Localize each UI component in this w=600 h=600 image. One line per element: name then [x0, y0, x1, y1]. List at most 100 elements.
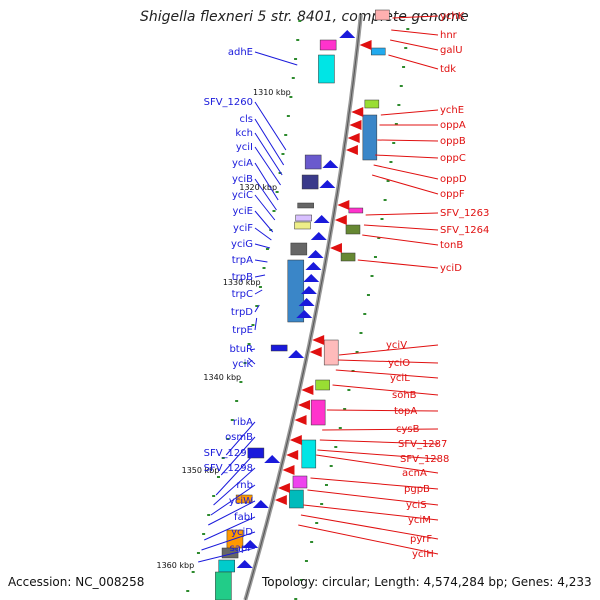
gene-arrow-forward	[339, 30, 356, 38]
gene-leader-line	[377, 139, 439, 142]
gene-label-reverse: yciD	[440, 263, 462, 274]
gene-arrow-reverse	[309, 347, 322, 357]
gene-arrow-reverse	[298, 400, 311, 410]
scale-tick	[258, 286, 262, 288]
scale-tick	[235, 400, 239, 402]
gene-label-reverse: SFV_1263	[440, 208, 489, 219]
gene-leader-line	[254, 289, 263, 295]
gene-leader-line	[248, 357, 256, 365]
gene-block-reverse	[323, 339, 339, 366]
gene-block-forward	[290, 242, 308, 256]
gene-label-reverse: galU	[440, 45, 463, 56]
gene-label-reverse: sohB	[392, 390, 417, 401]
scale-tick	[386, 180, 390, 182]
gene-block-reverse	[340, 252, 356, 262]
gene-leader-line	[326, 409, 439, 412]
gene-arrow-forward	[252, 500, 269, 508]
gene-arrow-reverse	[329, 243, 342, 253]
gene-arrow-forward	[319, 180, 336, 188]
scale-tick	[406, 28, 410, 30]
scale-tick	[370, 275, 374, 277]
gene-arrow-forward	[242, 540, 259, 548]
gene-block-reverse	[310, 399, 326, 426]
gene-arrow-reverse	[289, 435, 302, 445]
gene-arrow-reverse	[351, 107, 364, 117]
gene-arrow-forward	[310, 232, 327, 240]
gene-label-reverse: yciH	[412, 549, 434, 560]
gene-label-forward: yciG	[231, 239, 253, 250]
gene-leader-line	[335, 369, 439, 379]
gene-label-forward: adhE	[228, 47, 253, 58]
gene-arrow-forward	[305, 262, 322, 270]
scale-tick	[251, 324, 255, 326]
gene-arrow-reverse	[282, 465, 295, 475]
gene-leader-line	[254, 317, 258, 331]
scale-tick	[275, 191, 279, 193]
scale-tick	[221, 457, 225, 459]
gene-leader-line	[390, 39, 439, 51]
scale-tick	[272, 210, 276, 212]
gene-arrow-reverse	[349, 120, 362, 130]
gene-label-reverse: oppD	[440, 174, 467, 185]
gene-label-reverse: oppA	[440, 120, 466, 131]
gene-arrow-reverse	[312, 335, 325, 345]
scale-tick	[239, 381, 243, 383]
gene-leader-line	[373, 164, 439, 180]
gene-label-forward: trpE	[232, 325, 253, 336]
scale-tick	[255, 305, 259, 307]
scale-tick	[281, 153, 285, 155]
kbp-label: 1320 kbp	[239, 183, 277, 192]
gene-label-forward: yciE	[232, 206, 253, 217]
scale-tick	[324, 484, 328, 486]
gene-block-forward	[319, 39, 337, 51]
scale-tick	[291, 77, 295, 79]
gene-leader-line	[380, 109, 439, 116]
gene-label-reverse: tdk	[440, 64, 456, 75]
gene-label-reverse: tonB	[440, 240, 463, 251]
gene-label-forward: yciI	[236, 142, 253, 153]
scale-tick	[359, 332, 363, 334]
gene-leader-line	[254, 243, 271, 249]
gene-leader-line	[208, 500, 256, 526]
gene-label-forward: yciC	[232, 190, 253, 201]
gene-arrow-reverse	[337, 200, 350, 210]
gene-block-forward	[304, 154, 322, 170]
gene-label-reverse: ychK	[440, 11, 465, 22]
gene-arrow-forward	[264, 455, 281, 463]
gene-block-forward	[221, 547, 239, 559]
gene-leader-line	[220, 436, 256, 476]
gene-label-forward: SFV_1298	[204, 463, 253, 474]
gene-leader-line	[365, 212, 439, 216]
gene-label-forward: kch	[235, 128, 253, 139]
kbp-label: 1350 kbp	[182, 466, 220, 475]
gene-leader-line	[307, 489, 439, 506]
genome-backbone-core	[244, 14, 362, 600]
scale-tick	[399, 85, 403, 87]
gene-leader-line	[215, 452, 256, 496]
gene-arrow-forward	[300, 286, 317, 294]
gene-label-reverse: ychE	[440, 105, 464, 116]
scale-tick	[320, 503, 324, 505]
gene-label-reverse: SFV_1264	[440, 225, 489, 236]
gene-label-reverse: hnr	[440, 30, 458, 41]
scale-tick	[289, 96, 293, 98]
scale-tick	[355, 351, 359, 353]
gene-label-forward: trpC	[232, 289, 253, 300]
gene-leader-line	[254, 259, 268, 263]
gene-label-reverse: cysB	[396, 424, 420, 435]
gene-leader-line	[375, 154, 439, 159]
gene-arrow-forward	[307, 250, 324, 258]
scale-tick	[196, 552, 200, 554]
gene-label-reverse: yciM	[408, 515, 431, 526]
scale-tick	[230, 419, 234, 421]
gene-block-forward	[318, 54, 335, 84]
gene-label-forward: SFV_1260	[204, 97, 253, 108]
gene-leader-line	[319, 439, 439, 445]
topology-summary: Topology: circular; Length: 4,574,284 bp…	[262, 575, 592, 589]
scale-tick	[186, 590, 190, 592]
gene-leader-line	[316, 454, 439, 474]
gene-block-forward	[215, 571, 232, 600]
gene-leader-line	[210, 484, 256, 516]
gene-block-reverse	[301, 439, 317, 469]
